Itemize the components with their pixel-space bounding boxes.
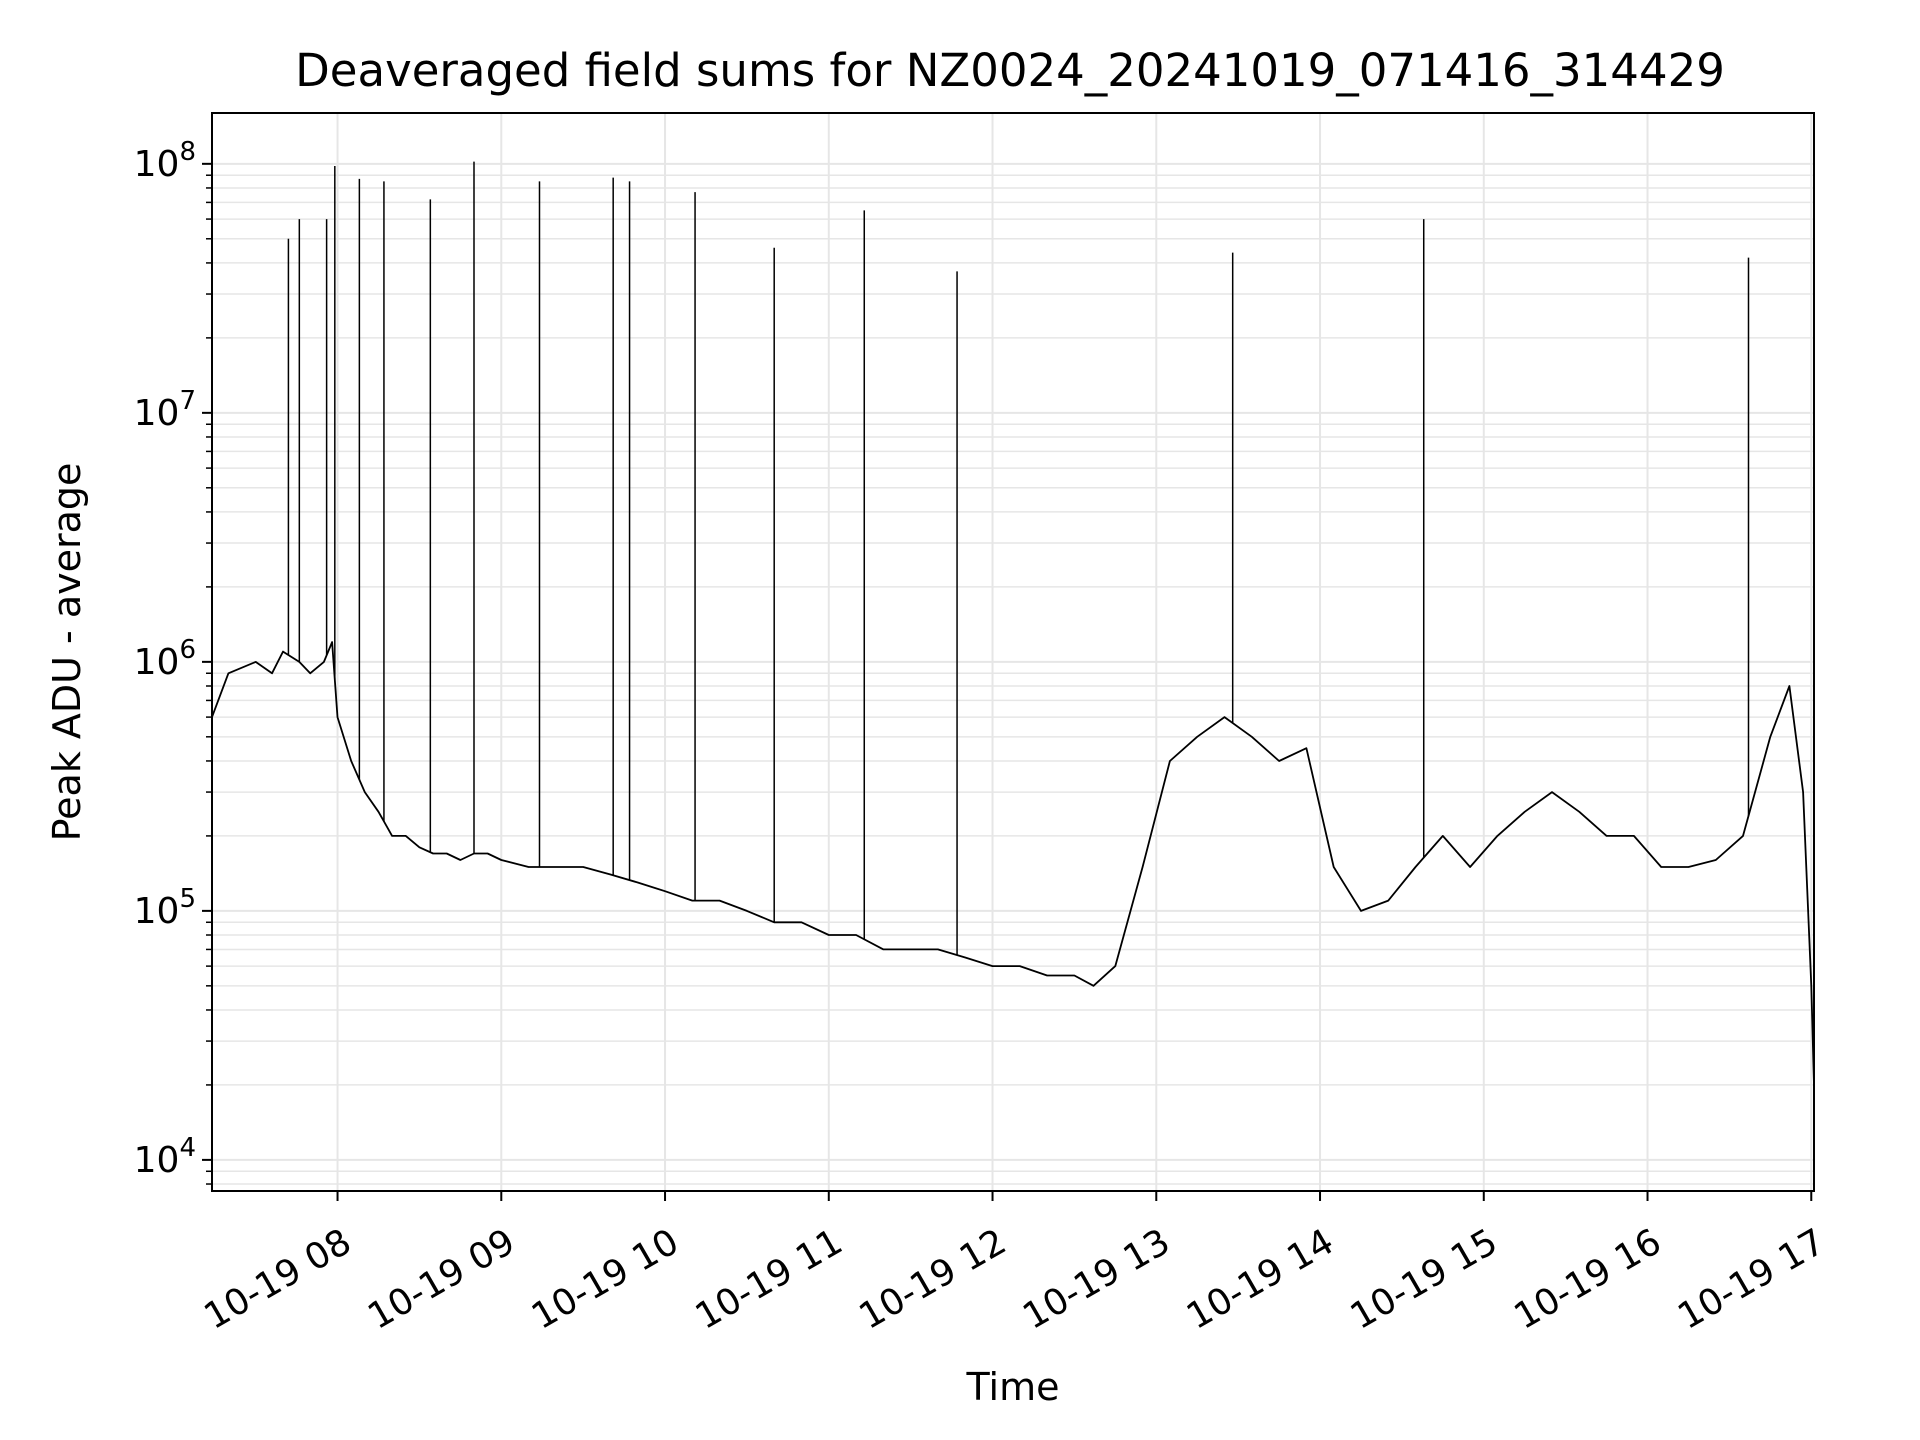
x-tick-label: 10-19 13	[1016, 1221, 1177, 1337]
y-axis-label: Peak ADU - average	[45, 463, 89, 842]
x-tick-label: 10-19 11	[689, 1221, 850, 1337]
series-line	[211, 641, 1815, 1085]
plot-frame	[211, 112, 1815, 1192]
x-tick-label: 10-19 12	[853, 1221, 1014, 1337]
x-tick-label: 10-19 10	[525, 1221, 686, 1337]
chart-title: Deaveraged field sums for NZ0024_2024101…	[295, 44, 1725, 97]
y-tick-label: 108	[134, 137, 196, 185]
x-tick-label: 10-19 17	[1671, 1221, 1832, 1337]
x-tick-label: 10-19 14	[1180, 1221, 1341, 1337]
x-tick-label: 10-19 08	[198, 1221, 359, 1337]
x-tick-label: 10-19 15	[1344, 1221, 1505, 1337]
x-axis-label: Time	[966, 1365, 1060, 1409]
x-tick-label: 10-19 16	[1508, 1221, 1669, 1337]
plot-area	[211, 161, 1815, 1085]
y-tick-label: 107	[134, 386, 196, 434]
x-tick-label: 10-19 09	[361, 1221, 522, 1337]
y-tick-label: 104	[134, 1133, 196, 1181]
y-tick-label: 105	[134, 884, 196, 932]
y-tick-label: 106	[134, 635, 196, 683]
grid	[212, 113, 1814, 1191]
